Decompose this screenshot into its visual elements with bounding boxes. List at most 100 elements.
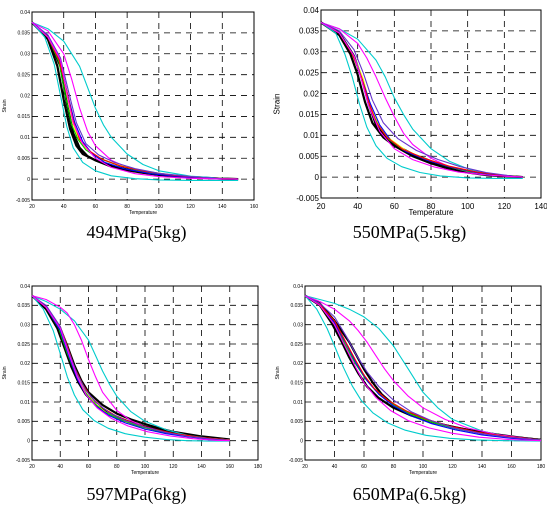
y-tick-label: 0.02	[20, 361, 30, 367]
y-tick-label: 0.03	[293, 322, 303, 328]
x-tick-label: 120	[169, 464, 178, 470]
x-tick-label: 160	[226, 464, 235, 470]
y-tick-label: 0.04	[20, 284, 30, 290]
series-line	[304, 295, 542, 441]
x-tick-label: 80	[427, 202, 436, 211]
chart-caption: 494MPa(5kg)	[86, 222, 187, 242]
x-tick-label: 40	[57, 464, 63, 470]
chart-panel-597mpa: 20 40 60 80 100 120 140 160 180 -0.005 0 0.005 0.01 0…	[0, 256, 273, 512]
y-tick-label: 0.01	[293, 400, 303, 406]
series-line	[304, 295, 542, 442]
chart-svg: 20 40 60 80 100 120 140 -0.005 0 0.005 0.01 0.015 0.…	[272, 6, 547, 217]
y-tick-label: 0.015	[299, 110, 320, 119]
x-tick-label: 80	[391, 464, 397, 470]
series-line	[31, 21, 239, 180]
x-tick-label: 20	[302, 464, 308, 470]
x-tick-label: 40	[61, 204, 67, 210]
y-tick-label: 0	[27, 177, 30, 183]
x-tick-label: 100	[461, 202, 475, 211]
y-tick-label: 0.02	[303, 89, 319, 98]
y-tick-label: 0.025	[17, 72, 30, 78]
x-tick-label: 120	[498, 202, 512, 211]
series-line	[320, 22, 523, 179]
y-tick-label: 0.005	[299, 152, 320, 161]
chart-caption: 550MPa(5.5kg)	[352, 222, 467, 242]
y-tick-label: 0.01	[303, 131, 319, 140]
y-tick-label: 0.035	[290, 303, 303, 309]
y-tick-label: 0.005	[17, 419, 30, 425]
series-line	[304, 295, 542, 441]
y-tick-label: -0.005	[16, 198, 30, 204]
y-tick-label: 0.03	[303, 48, 319, 57]
chart-svg: 20 40 60 80 100 120 140 160 -0.005 0 0.005 0.01 0.01…	[2, 10, 259, 216]
y-tick-label: 0.02	[293, 361, 303, 367]
chart-caption: 650MPa(6.5kg)	[352, 484, 467, 504]
y-tick-label: 0.01	[20, 135, 30, 141]
y-tick-label: 0.04	[293, 284, 303, 290]
y-tick-label: 0	[27, 438, 30, 444]
y-axis-label: Strain	[275, 366, 281, 379]
x-tick-label: 60	[93, 204, 99, 210]
x-tick-label: 160	[507, 464, 516, 470]
x-tick-label: 40	[353, 202, 362, 211]
y-tick-label: 0	[315, 173, 320, 182]
y-tick-label: 0.01	[20, 400, 30, 406]
x-tick-label: 20	[29, 464, 35, 470]
series-line	[320, 22, 523, 178]
x-tick-label: 140	[218, 204, 227, 210]
chart-panel-650mpa: 20 40 60 80 100 120 140 160 180 -0.005 0 0.005 0.01 0…	[273, 256, 546, 512]
series-line	[304, 295, 542, 441]
y-tick-label: 0.005	[290, 419, 303, 425]
y-tick-label: 0.025	[17, 342, 30, 348]
x-axis-label: Temperature	[129, 210, 157, 216]
x-tick-label: 160	[250, 204, 259, 210]
x-tick-label: 60	[86, 464, 92, 470]
y-axis-label: Strain	[2, 99, 8, 112]
y-tick-label: 0.03	[20, 322, 30, 328]
x-tick-label: 140	[197, 464, 206, 470]
y-tick-label: 0.035	[299, 27, 320, 36]
y-axis-label: Strain	[272, 94, 281, 115]
y-tick-label: 0.015	[17, 380, 30, 386]
y-tick-label: 0.04	[303, 6, 319, 15]
x-tick-label: 100	[155, 204, 164, 210]
x-tick-label: 20	[29, 204, 35, 210]
y-tick-label: -0.005	[16, 458, 30, 464]
x-tick-label: 60	[390, 202, 399, 211]
series-line	[304, 295, 542, 442]
chart-panel-494mpa: 20 40 60 80 100 120 140 160 -0.005 0 0.005 0.01 0.01…	[0, 0, 273, 256]
chart-caption: 597MPa(6kg)	[86, 484, 187, 504]
y-tick-label: 0	[300, 438, 303, 444]
y-tick-label: -0.005	[296, 194, 319, 203]
x-axis-label: Temperature	[409, 208, 454, 217]
y-axis-label: Strain	[2, 366, 8, 379]
y-tick-label: 0.03	[20, 52, 30, 58]
x-tick-label: 120	[186, 204, 195, 210]
x-tick-label: 100	[419, 464, 428, 470]
y-tick-label: 0.02	[20, 93, 30, 99]
x-axis-label: Temperature	[409, 470, 437, 476]
chart-svg: 20 40 60 80 100 120 140 160 180 -0.005 0 0.005 0.01 0…	[275, 284, 546, 476]
x-tick-label: 120	[448, 464, 457, 470]
chart-svg: 20 40 60 80 100 120 140 160 180 -0.005 0 0.005 0.01 0…	[2, 284, 262, 476]
x-tick-label: 140	[534, 202, 547, 211]
x-tick-label: 60	[361, 464, 367, 470]
series-line	[304, 295, 542, 441]
y-tick-label: 0.015	[290, 380, 303, 386]
x-tick-label: 100	[141, 464, 150, 470]
y-tick-label: 0.04	[20, 10, 30, 16]
series-line	[304, 295, 542, 441]
y-tick-label: 0.005	[17, 156, 30, 162]
series-line	[31, 22, 239, 181]
series-line	[31, 295, 230, 441]
y-tick-label: -0.005	[289, 458, 303, 464]
y-tick-label: 0.015	[17, 114, 30, 120]
series-line	[320, 22, 523, 178]
x-tick-label: 140	[478, 464, 487, 470]
series-line	[31, 295, 230, 442]
x-tick-label: 40	[332, 464, 338, 470]
x-tick-label: 180	[537, 464, 546, 470]
y-tick-label: 0.025	[299, 68, 320, 77]
x-axis-label: Temperature	[131, 470, 159, 476]
y-tick-label: 0.035	[17, 303, 30, 309]
